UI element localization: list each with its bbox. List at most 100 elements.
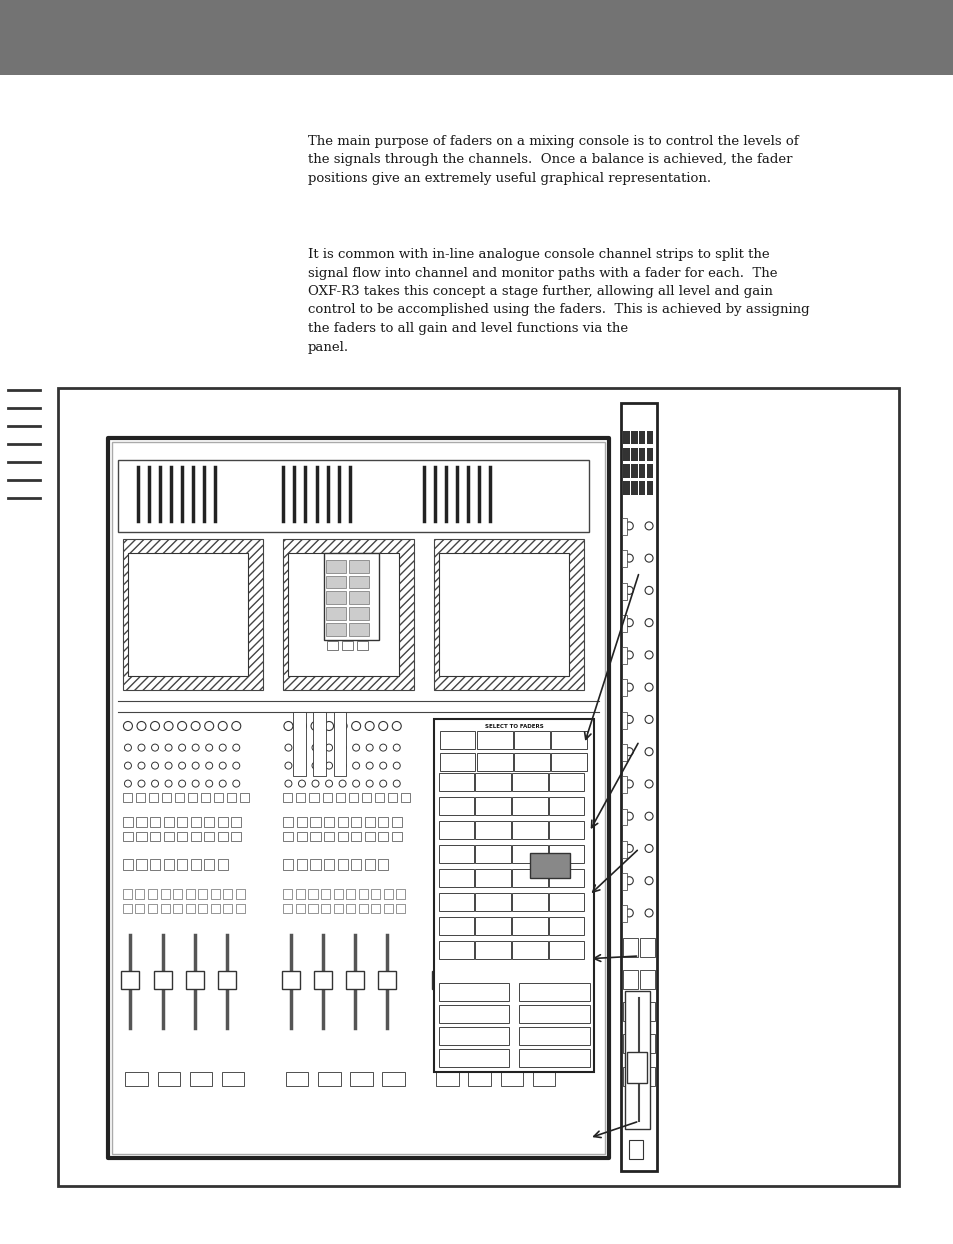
Bar [498, 792, 508, 801]
Bar [501, 860, 511, 870]
Bar [548, 893, 584, 911]
Bar [346, 970, 364, 989]
Circle shape [644, 522, 653, 530]
Bar [621, 776, 627, 794]
Bar [217, 970, 235, 989]
Circle shape [205, 722, 213, 730]
Bar [217, 832, 228, 841]
Bar [295, 889, 305, 899]
Bar [123, 817, 132, 827]
Bar [326, 607, 346, 621]
Bar [528, 817, 538, 827]
Bar [512, 868, 547, 887]
Circle shape [392, 722, 401, 730]
Bar [474, 860, 484, 870]
Circle shape [462, 744, 469, 751]
Bar [190, 1071, 212, 1086]
Circle shape [178, 780, 186, 787]
Bar [639, 1066, 654, 1086]
Bar [337, 860, 347, 870]
Circle shape [644, 683, 653, 692]
Bar [361, 792, 371, 801]
Bar [58, 388, 898, 1186]
Circle shape [379, 780, 386, 787]
Bar [512, 940, 547, 959]
Bar [371, 889, 380, 899]
Bar [135, 904, 144, 913]
Circle shape [152, 744, 158, 751]
Bar [326, 576, 346, 588]
Bar [541, 832, 552, 841]
Bar [639, 1001, 654, 1021]
Bar [348, 576, 368, 588]
Bar [631, 464, 637, 478]
Bar [439, 730, 475, 749]
Bar [518, 1049, 589, 1066]
Circle shape [284, 722, 293, 730]
Bar [148, 904, 157, 913]
Bar [512, 893, 547, 911]
Circle shape [312, 763, 318, 769]
Bar [621, 873, 627, 889]
Text: It is common with in-line analogue console channel strips to split the
signal fl: It is common with in-line analogue conso… [308, 248, 808, 353]
Bar [321, 904, 330, 913]
Bar [160, 889, 170, 899]
Bar [524, 792, 534, 801]
Bar [172, 904, 182, 913]
Bar [177, 832, 187, 841]
Circle shape [124, 780, 132, 787]
Bar [294, 712, 306, 776]
Bar [475, 917, 511, 934]
Circle shape [530, 780, 537, 787]
Bar [646, 464, 653, 478]
Circle shape [379, 744, 386, 751]
Bar [621, 519, 627, 535]
Bar [432, 970, 450, 989]
Bar [475, 893, 511, 911]
Bar [123, 792, 132, 801]
Circle shape [448, 722, 456, 730]
Bar [646, 448, 653, 462]
Bar [358, 889, 367, 899]
Circle shape [644, 618, 653, 627]
Bar [211, 889, 219, 899]
Bar [348, 607, 368, 621]
Bar [175, 792, 184, 801]
Bar [438, 893, 474, 911]
Circle shape [152, 763, 158, 769]
Circle shape [151, 722, 159, 730]
Bar [383, 889, 393, 899]
Bar [548, 845, 584, 862]
Bar [326, 623, 346, 636]
Bar [512, 792, 520, 801]
Bar [518, 1005, 589, 1023]
Bar [211, 904, 219, 913]
Bar [628, 1141, 642, 1159]
Bar [483, 904, 493, 913]
Circle shape [353, 780, 359, 787]
Bar [622, 1066, 637, 1086]
Bar [551, 753, 586, 771]
Bar [309, 792, 318, 801]
Circle shape [449, 780, 456, 787]
Bar [447, 832, 456, 841]
Bar [639, 464, 645, 478]
Bar [112, 442, 605, 1154]
Bar [392, 817, 401, 827]
Circle shape [624, 522, 633, 530]
Bar [296, 792, 305, 801]
Bar [528, 860, 538, 870]
Bar [283, 904, 293, 913]
Bar [283, 539, 414, 690]
Bar [546, 889, 556, 899]
Bar [438, 1005, 509, 1023]
Circle shape [624, 909, 633, 917]
Circle shape [353, 763, 359, 769]
Bar [310, 860, 320, 870]
Bar [346, 889, 355, 899]
Bar [458, 889, 468, 899]
Bar [501, 832, 511, 841]
Circle shape [365, 722, 374, 730]
Bar [123, 889, 132, 899]
Bar [514, 753, 549, 771]
